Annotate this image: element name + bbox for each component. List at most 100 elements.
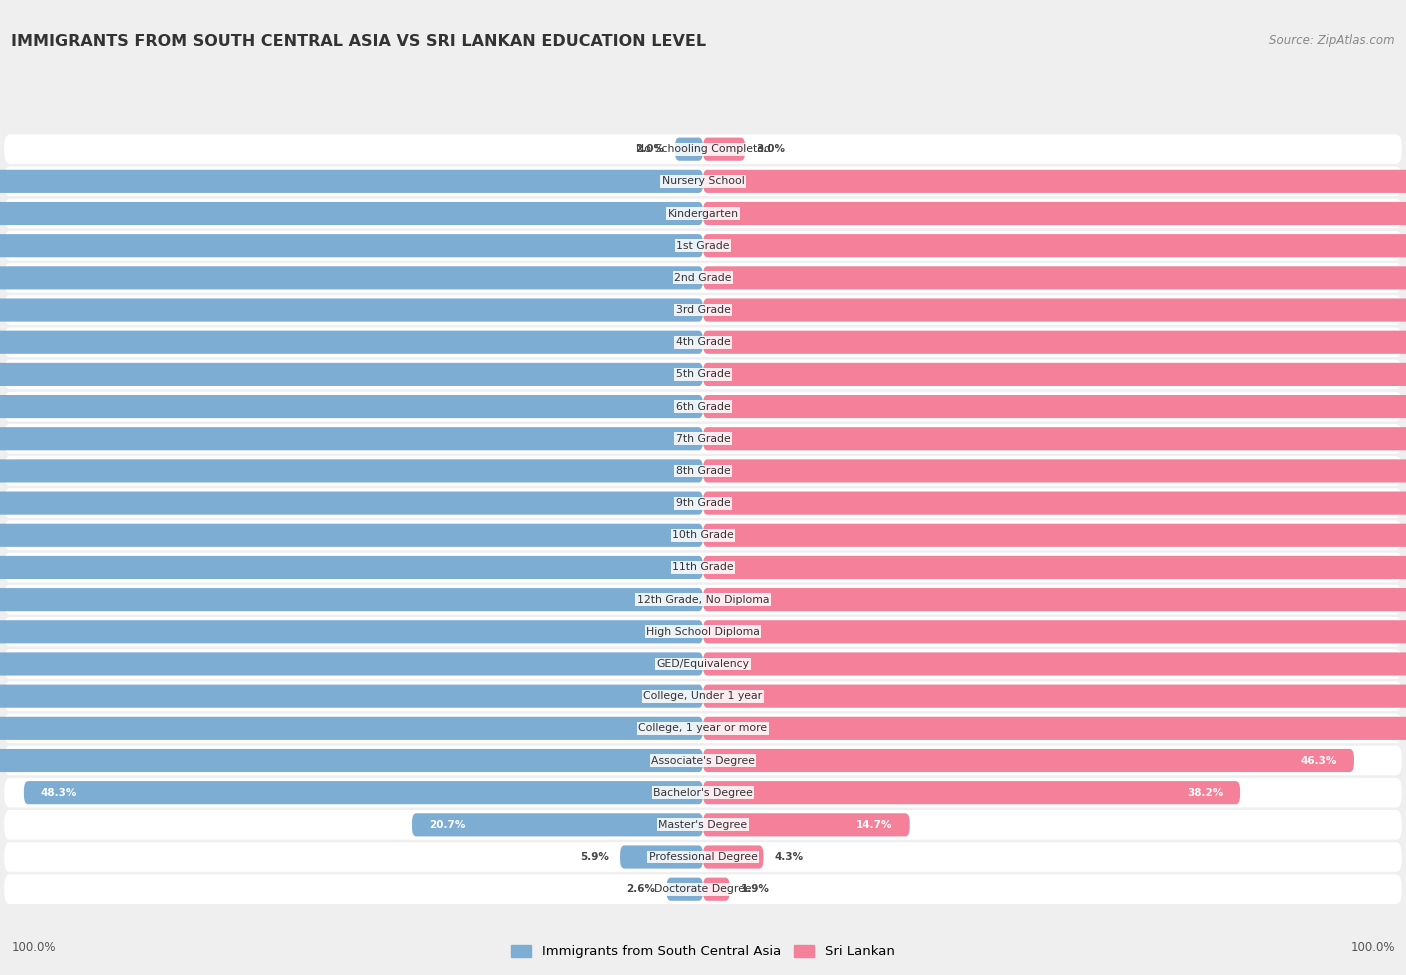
FancyBboxPatch shape bbox=[666, 878, 703, 901]
FancyBboxPatch shape bbox=[0, 331, 703, 354]
Text: 20.7%: 20.7% bbox=[429, 820, 465, 830]
FancyBboxPatch shape bbox=[675, 137, 703, 161]
FancyBboxPatch shape bbox=[703, 845, 763, 869]
FancyBboxPatch shape bbox=[0, 170, 703, 193]
FancyBboxPatch shape bbox=[703, 524, 1406, 547]
FancyBboxPatch shape bbox=[0, 427, 703, 450]
Text: 48.3%: 48.3% bbox=[41, 788, 77, 798]
Text: High School Diploma: High School Diploma bbox=[647, 627, 759, 637]
FancyBboxPatch shape bbox=[703, 170, 1406, 193]
FancyBboxPatch shape bbox=[0, 459, 703, 483]
Text: 8th Grade: 8th Grade bbox=[676, 466, 730, 476]
FancyBboxPatch shape bbox=[0, 202, 703, 225]
Text: 3.0%: 3.0% bbox=[756, 144, 786, 154]
Text: 4.3%: 4.3% bbox=[775, 852, 804, 862]
FancyBboxPatch shape bbox=[0, 491, 703, 515]
Text: 12th Grade, No Diploma: 12th Grade, No Diploma bbox=[637, 595, 769, 604]
FancyBboxPatch shape bbox=[703, 813, 910, 837]
FancyBboxPatch shape bbox=[4, 553, 1402, 582]
FancyBboxPatch shape bbox=[703, 491, 1406, 515]
Text: GED/Equivalency: GED/Equivalency bbox=[657, 659, 749, 669]
FancyBboxPatch shape bbox=[4, 231, 1402, 260]
FancyBboxPatch shape bbox=[0, 717, 703, 740]
Text: College, 1 year or more: College, 1 year or more bbox=[638, 723, 768, 733]
Text: 7th Grade: 7th Grade bbox=[676, 434, 730, 444]
FancyBboxPatch shape bbox=[4, 585, 1402, 614]
FancyBboxPatch shape bbox=[703, 878, 730, 901]
Text: Kindergarten: Kindergarten bbox=[668, 209, 738, 218]
FancyBboxPatch shape bbox=[703, 749, 1354, 772]
FancyBboxPatch shape bbox=[703, 459, 1406, 483]
FancyBboxPatch shape bbox=[4, 875, 1402, 904]
FancyBboxPatch shape bbox=[0, 363, 703, 386]
FancyBboxPatch shape bbox=[0, 588, 703, 611]
FancyBboxPatch shape bbox=[0, 266, 703, 290]
Text: College, Under 1 year: College, Under 1 year bbox=[644, 691, 762, 701]
FancyBboxPatch shape bbox=[0, 684, 703, 708]
Text: 6th Grade: 6th Grade bbox=[676, 402, 730, 411]
Text: Professional Degree: Professional Degree bbox=[648, 852, 758, 862]
FancyBboxPatch shape bbox=[703, 588, 1406, 611]
FancyBboxPatch shape bbox=[620, 845, 703, 869]
Text: 14.7%: 14.7% bbox=[856, 820, 893, 830]
FancyBboxPatch shape bbox=[4, 167, 1402, 196]
FancyBboxPatch shape bbox=[703, 427, 1406, 450]
FancyBboxPatch shape bbox=[703, 137, 745, 161]
FancyBboxPatch shape bbox=[4, 295, 1402, 325]
FancyBboxPatch shape bbox=[0, 234, 703, 257]
Text: Doctorate Degree: Doctorate Degree bbox=[654, 884, 752, 894]
Text: No Schooling Completed: No Schooling Completed bbox=[636, 144, 770, 154]
Text: 38.2%: 38.2% bbox=[1187, 788, 1223, 798]
Text: 1.9%: 1.9% bbox=[741, 884, 770, 894]
FancyBboxPatch shape bbox=[703, 781, 1240, 804]
Text: 1st Grade: 1st Grade bbox=[676, 241, 730, 251]
FancyBboxPatch shape bbox=[0, 749, 703, 772]
Text: 3rd Grade: 3rd Grade bbox=[675, 305, 731, 315]
FancyBboxPatch shape bbox=[703, 395, 1406, 418]
FancyBboxPatch shape bbox=[4, 842, 1402, 872]
FancyBboxPatch shape bbox=[0, 556, 703, 579]
Text: 100.0%: 100.0% bbox=[11, 941, 56, 955]
FancyBboxPatch shape bbox=[4, 488, 1402, 518]
FancyBboxPatch shape bbox=[4, 617, 1402, 646]
FancyBboxPatch shape bbox=[4, 746, 1402, 775]
Text: 2.6%: 2.6% bbox=[626, 884, 655, 894]
Text: Master's Degree: Master's Degree bbox=[658, 820, 748, 830]
Text: 4th Grade: 4th Grade bbox=[676, 337, 730, 347]
FancyBboxPatch shape bbox=[703, 620, 1406, 644]
FancyBboxPatch shape bbox=[703, 363, 1406, 386]
FancyBboxPatch shape bbox=[703, 684, 1406, 708]
FancyBboxPatch shape bbox=[4, 263, 1402, 292]
Text: 5th Grade: 5th Grade bbox=[676, 370, 730, 379]
Text: IMMIGRANTS FROM SOUTH CENTRAL ASIA VS SRI LANKAN EDUCATION LEVEL: IMMIGRANTS FROM SOUTH CENTRAL ASIA VS SR… bbox=[11, 34, 706, 49]
Text: 2nd Grade: 2nd Grade bbox=[675, 273, 731, 283]
Text: Source: ZipAtlas.com: Source: ZipAtlas.com bbox=[1270, 34, 1395, 47]
Text: Nursery School: Nursery School bbox=[662, 176, 744, 186]
Text: Bachelor's Degree: Bachelor's Degree bbox=[652, 788, 754, 798]
FancyBboxPatch shape bbox=[4, 649, 1402, 679]
Text: 5.9%: 5.9% bbox=[579, 852, 609, 862]
Text: 9th Grade: 9th Grade bbox=[676, 498, 730, 508]
FancyBboxPatch shape bbox=[703, 556, 1406, 579]
Text: Associate's Degree: Associate's Degree bbox=[651, 756, 755, 765]
FancyBboxPatch shape bbox=[4, 714, 1402, 743]
FancyBboxPatch shape bbox=[703, 266, 1406, 290]
FancyBboxPatch shape bbox=[4, 199, 1402, 228]
FancyBboxPatch shape bbox=[703, 298, 1406, 322]
FancyBboxPatch shape bbox=[4, 135, 1402, 164]
Text: 11th Grade: 11th Grade bbox=[672, 563, 734, 572]
FancyBboxPatch shape bbox=[0, 395, 703, 418]
FancyBboxPatch shape bbox=[412, 813, 703, 837]
FancyBboxPatch shape bbox=[4, 778, 1402, 807]
FancyBboxPatch shape bbox=[24, 781, 703, 804]
FancyBboxPatch shape bbox=[703, 202, 1406, 225]
FancyBboxPatch shape bbox=[703, 717, 1406, 740]
FancyBboxPatch shape bbox=[4, 810, 1402, 839]
FancyBboxPatch shape bbox=[4, 424, 1402, 453]
FancyBboxPatch shape bbox=[4, 456, 1402, 486]
Text: 46.3%: 46.3% bbox=[1301, 756, 1337, 765]
FancyBboxPatch shape bbox=[4, 521, 1402, 550]
FancyBboxPatch shape bbox=[703, 234, 1406, 257]
FancyBboxPatch shape bbox=[4, 682, 1402, 711]
Legend: Immigrants from South Central Asia, Sri Lankan: Immigrants from South Central Asia, Sri … bbox=[506, 940, 900, 963]
